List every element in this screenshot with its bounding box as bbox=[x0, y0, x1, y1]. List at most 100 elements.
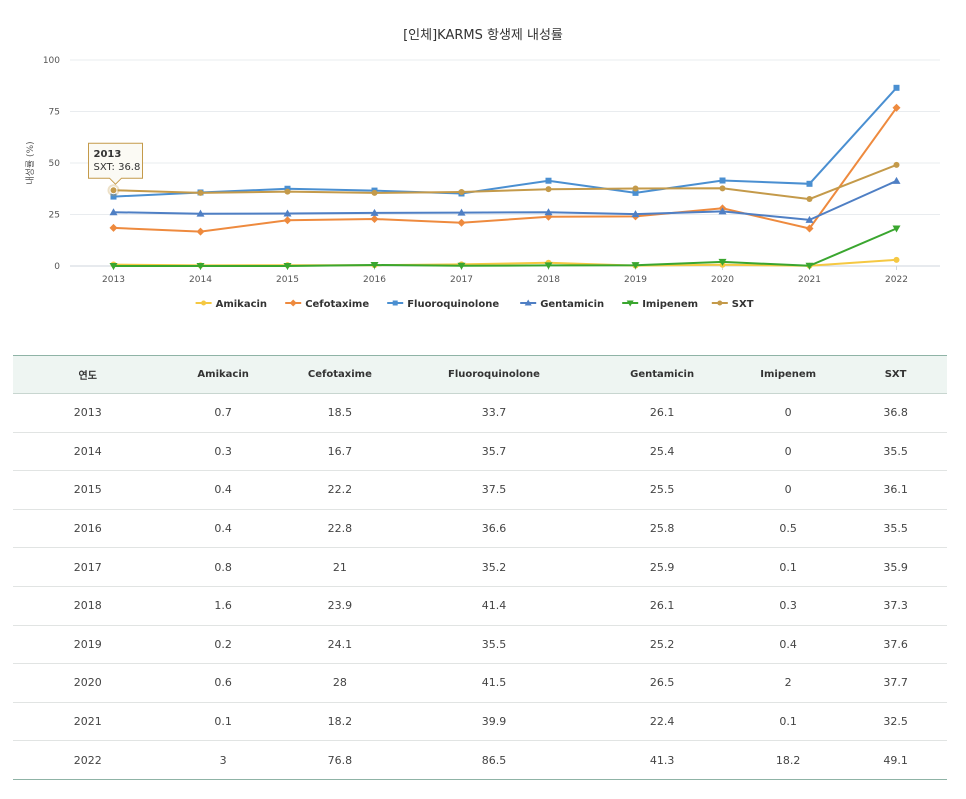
table-cell: 39.9 bbox=[395, 702, 593, 742]
data-point[interactable] bbox=[718, 258, 727, 266]
data-point[interactable] bbox=[371, 189, 378, 196]
data-point[interactable] bbox=[893, 84, 900, 91]
data-point[interactable] bbox=[805, 262, 814, 270]
data-point[interactable] bbox=[892, 103, 901, 112]
data-point[interactable] bbox=[892, 225, 901, 233]
table-cell: 86.5 bbox=[395, 740, 593, 780]
x-tick-label: 2014 bbox=[189, 275, 212, 285]
data-point[interactable] bbox=[544, 208, 553, 216]
x-tick-label: 2016 bbox=[363, 275, 386, 285]
data-point[interactable] bbox=[283, 209, 292, 217]
table-cell: 41.5 bbox=[395, 663, 593, 703]
data-point[interactable] bbox=[631, 262, 640, 270]
legend-item-gentamicin[interactable]: Gentamicin bbox=[520, 299, 604, 310]
data-point[interactable] bbox=[283, 263, 292, 270]
legend-marker[interactable] bbox=[717, 300, 723, 306]
table-cell: 25.5 bbox=[592, 470, 733, 510]
data-point[interactable] bbox=[109, 263, 118, 270]
table-cell: 37.7 bbox=[844, 663, 947, 703]
y-axis: 0 25 50 75 100 내성률 (%) bbox=[25, 56, 60, 272]
table-cell: 0.6 bbox=[162, 663, 284, 703]
data-point[interactable] bbox=[718, 207, 727, 215]
data-point[interactable] bbox=[283, 216, 292, 225]
table-cell: 0.1 bbox=[732, 702, 845, 742]
table-row: 2020 0.6 28 41.5 26.5 2 37.7 bbox=[13, 663, 947, 703]
legend-marker[interactable] bbox=[392, 300, 398, 306]
table-header-row: 연도 Amikacin Cefotaxime Fluoroquinolone Genta… bbox=[13, 355, 947, 394]
table-cell: 2017 bbox=[13, 547, 163, 587]
table-cell: 24.1 bbox=[283, 625, 396, 665]
data-point[interactable] bbox=[545, 177, 552, 184]
data-point[interactable] bbox=[545, 186, 552, 193]
data-point[interactable] bbox=[719, 185, 726, 192]
table-cell: 3 bbox=[162, 740, 284, 780]
x-tick-label: 2019 bbox=[624, 275, 647, 285]
table-cell: 2022 bbox=[13, 740, 163, 780]
table-row: 2017 0.8 21 35.2 25.9 0.1 35.9 bbox=[13, 547, 947, 587]
y-tick-label: 0 bbox=[54, 262, 60, 272]
data-point[interactable] bbox=[806, 180, 813, 187]
data-point[interactable] bbox=[719, 177, 726, 184]
data-point[interactable] bbox=[370, 261, 379, 269]
data-point[interactable] bbox=[370, 215, 379, 224]
table-cell: 2015 bbox=[13, 470, 163, 510]
data-point[interactable] bbox=[805, 224, 814, 233]
table-cell: 16.7 bbox=[283, 432, 396, 472]
data-point[interactable] bbox=[457, 262, 466, 270]
series-imipenem bbox=[109, 225, 901, 270]
table-cell: 0.1 bbox=[162, 702, 284, 742]
data-point[interactable] bbox=[458, 189, 465, 196]
data-point[interactable] bbox=[632, 185, 639, 192]
table-cell: 0.1 bbox=[732, 547, 845, 587]
data-point[interactable] bbox=[370, 208, 379, 216]
legend-marker[interactable] bbox=[289, 299, 297, 307]
table-cell: 2014 bbox=[13, 432, 163, 472]
table-cell: 26.1 bbox=[592, 393, 733, 433]
table-row: 2016 0.4 22.8 36.6 25.8 0.5 35.5 bbox=[13, 509, 947, 549]
table-cell: 26.1 bbox=[592, 586, 733, 626]
data-point[interactable] bbox=[457, 208, 466, 216]
data-point[interactable] bbox=[110, 193, 117, 200]
legend: Amikacin Cefotaxime Fluoroquinolone Gentami… bbox=[195, 299, 754, 310]
data-point[interactable] bbox=[544, 262, 553, 270]
data-point[interactable] bbox=[109, 223, 118, 232]
data-point[interactable] bbox=[196, 227, 205, 236]
data-point[interactable] bbox=[632, 189, 639, 196]
table-cell: 0.7 bbox=[162, 393, 284, 433]
table-cell: 41.4 bbox=[395, 586, 593, 626]
table-row: 2015 0.4 22.2 37.5 25.5 0 36.1 bbox=[13, 470, 947, 510]
legend-label: Amikacin bbox=[216, 299, 267, 310]
legend-item-imipenem[interactable]: Imipenem bbox=[622, 299, 698, 310]
table-cell: 36.8 bbox=[844, 393, 947, 433]
legend-item-cefotaxime[interactable]: Cefotaxime bbox=[285, 299, 369, 310]
legend-marker[interactable] bbox=[524, 299, 532, 306]
data-point[interactable] bbox=[109, 208, 118, 216]
y-tick-label: 50 bbox=[49, 159, 61, 169]
legend-marker[interactable] bbox=[201, 300, 207, 306]
legend-item-amikacin[interactable]: Amikacin bbox=[195, 299, 267, 310]
series-fluoroquinolone bbox=[110, 84, 900, 200]
table-cell: 21 bbox=[283, 547, 396, 587]
data-point[interactable] bbox=[893, 256, 900, 263]
column-header: 연도 bbox=[13, 355, 163, 394]
legend-item-fluoroquinolone[interactable]: Fluoroquinolone bbox=[387, 299, 499, 310]
data-point[interactable] bbox=[806, 196, 813, 203]
data-point[interactable] bbox=[805, 215, 814, 223]
series-gentamicin bbox=[109, 176, 901, 223]
legend-item-sxt[interactable]: SXT bbox=[711, 299, 754, 310]
data-point[interactable] bbox=[196, 263, 205, 270]
data-point[interactable] bbox=[197, 189, 204, 196]
data-table: 연도 Amikacin Cefotaxime Fluoroquinolone Genta… bbox=[13, 355, 947, 780]
data-point[interactable] bbox=[457, 218, 466, 227]
table-cell: 0.2 bbox=[162, 625, 284, 665]
data-point[interactable] bbox=[631, 210, 640, 218]
series-line bbox=[113, 87, 898, 198]
tooltip-box bbox=[88, 142, 143, 185]
data-point[interactable] bbox=[196, 209, 205, 217]
data-point[interactable] bbox=[892, 176, 901, 184]
table-cell: 2013 bbox=[13, 393, 163, 433]
legend-marker[interactable] bbox=[626, 300, 634, 307]
data-point[interactable] bbox=[893, 161, 900, 168]
table-cell: 49.1 bbox=[844, 740, 947, 780]
data-point[interactable] bbox=[284, 188, 291, 195]
